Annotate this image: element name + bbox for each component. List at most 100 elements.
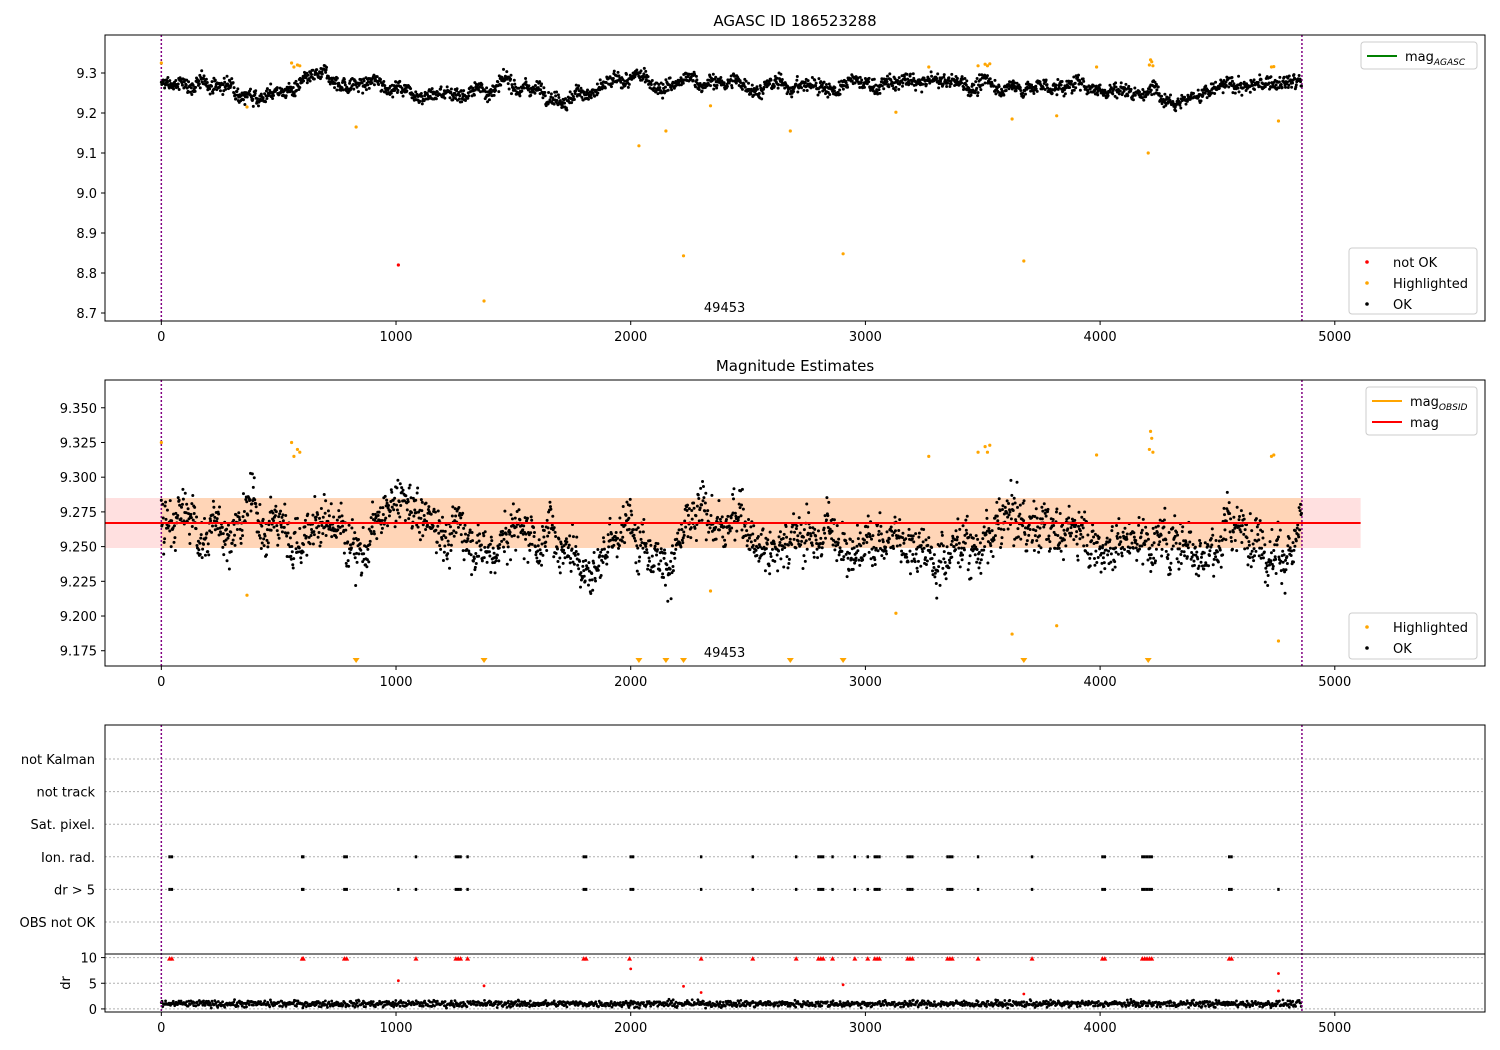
magnitude-ok-point <box>1002 528 1006 532</box>
magnitude-ok-point <box>831 543 835 547</box>
agasc-ok-point <box>810 76 814 80</box>
magnitude-ok-point <box>1131 546 1135 550</box>
magnitude-ok-point <box>574 549 578 553</box>
magnitude-ok-point <box>508 530 512 534</box>
magnitude-ok-point <box>581 559 585 563</box>
agasc-ok-point <box>800 86 804 90</box>
magnitude-ok-point <box>1032 549 1036 553</box>
magnitude-ok-point <box>1280 582 1284 586</box>
agasc-ok-point <box>193 89 197 93</box>
agasc-ok-point <box>292 91 296 95</box>
magnitude-ok-point <box>361 560 365 564</box>
magnitude-ok-point <box>381 506 385 510</box>
agasc-ok-point <box>805 88 809 92</box>
magnitude-ok-point <box>1297 506 1301 510</box>
agasc-ok-point <box>1179 106 1183 110</box>
agasc-ok-point <box>1043 87 1047 91</box>
magnitude-ok-point <box>573 553 577 557</box>
magnitude-ok-point <box>360 571 364 575</box>
magnitude-ok-point <box>295 541 299 545</box>
magnitude-ok-point <box>388 509 392 513</box>
magnitude-ok-point <box>585 564 589 568</box>
magnitude-ok-point <box>669 597 673 601</box>
magnitude-ok-point <box>1059 536 1063 540</box>
magnitude-ok-point <box>187 512 191 516</box>
magnitude-ok-point <box>407 517 411 521</box>
magnitude-ok-point <box>669 559 673 563</box>
magnitude-ok-point <box>767 564 771 568</box>
magnitude-ok-point <box>380 518 384 522</box>
magnitude-ok-point <box>1072 538 1076 542</box>
magnitude-ok-point <box>504 532 508 536</box>
agasc-ok-point <box>489 90 493 94</box>
magnitude-ok-point <box>1189 530 1193 534</box>
magnitude-ok-point <box>635 569 639 573</box>
magnitude-ok-point <box>1033 534 1037 538</box>
agasc-ok-point <box>1171 100 1175 104</box>
magnitude-ok-point <box>692 501 696 505</box>
magnitude-ok-point <box>559 542 563 546</box>
magnitude-ok-point <box>880 554 884 558</box>
magnitude-ok-point <box>1093 532 1097 536</box>
magnitude-ok-point <box>874 546 878 550</box>
magnitude-ok-point <box>1210 543 1214 547</box>
magnitude-ok-point <box>226 523 230 527</box>
magnitude-y-tick-label: 9.275 <box>60 506 97 521</box>
magnitude-ok-point <box>879 524 883 528</box>
agasc-ok-point <box>455 87 459 91</box>
magnitude-ok-point <box>569 569 573 573</box>
agasc-not-ok-point <box>396 263 400 267</box>
magnitude-ok-point <box>1186 546 1190 550</box>
magnitude-ok-point <box>628 497 632 501</box>
agasc-ok-point <box>568 90 572 94</box>
agasc-bottom-legend-dot-0 <box>1365 260 1369 264</box>
magnitude-ok-point <box>752 524 756 528</box>
magnitude-ok-point <box>462 526 466 530</box>
magnitude-ok-point <box>169 545 173 549</box>
agasc-highlighted-point <box>298 64 302 68</box>
agasc-ok-point <box>370 81 374 85</box>
agasc-ok-point <box>1274 83 1278 87</box>
magnitude-ok-point <box>415 491 419 495</box>
magnitude-ok-point <box>965 514 969 518</box>
magnitude-ok-point <box>592 561 596 565</box>
agasc-ok-point <box>687 72 691 76</box>
magnitude-ok-point <box>601 536 605 540</box>
magnitude-ok-point <box>831 538 835 542</box>
magnitude-ok-point <box>950 539 954 543</box>
magnitude-ok-point <box>680 538 684 542</box>
magnitude-ok-point <box>638 530 642 534</box>
magnitude-ok-point <box>762 551 766 555</box>
agasc-ok-point <box>1007 87 1011 91</box>
magnitude-ok-point <box>599 550 603 554</box>
magnitude-ok-point <box>755 553 759 557</box>
magnitude-ok-point <box>1227 501 1231 505</box>
magnitude-ok-point <box>1162 525 1166 529</box>
magnitude-ok-point <box>392 502 396 506</box>
agasc-ok-point <box>1210 91 1214 95</box>
agasc-ok-point <box>833 86 837 90</box>
agasc-ok-point <box>419 92 423 96</box>
magnitude-ok-point <box>1197 574 1201 578</box>
magnitude-ok-point <box>1242 532 1246 536</box>
magnitude-ok-point <box>772 542 776 546</box>
magnitude-ok-point <box>1291 541 1295 545</box>
magnitude-ok-point <box>211 499 215 503</box>
magnitude-ok-point <box>740 528 744 532</box>
magnitude-ok-point <box>384 516 388 520</box>
agasc-ok-point <box>1176 97 1180 101</box>
magnitude-ok-point <box>1277 555 1281 559</box>
magnitude-ok-point <box>751 544 755 548</box>
magnitude-ok-point <box>509 524 513 528</box>
magnitude-ok-point <box>884 549 888 553</box>
magnitude-ok-point <box>316 535 320 539</box>
magnitude-ok-point <box>212 505 216 509</box>
magnitude-ok-point <box>957 546 961 550</box>
agasc-ok-point <box>976 91 980 95</box>
magnitude-ok-point <box>1115 524 1119 528</box>
magnitude-ok-point <box>318 544 322 548</box>
agasc-ok-point <box>280 87 284 91</box>
magnitude-ok-point <box>417 530 421 534</box>
magnitude-ok-point <box>1140 544 1144 548</box>
agasc-ok-point <box>948 85 952 89</box>
